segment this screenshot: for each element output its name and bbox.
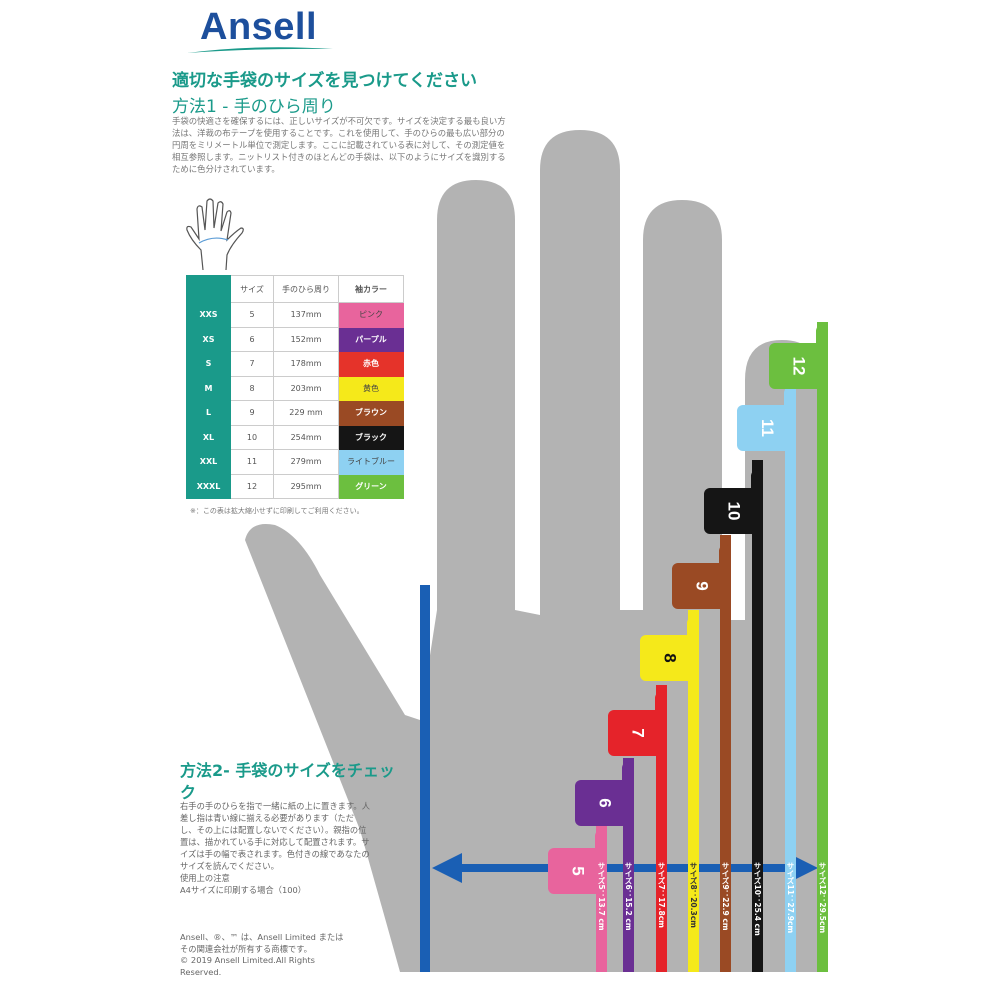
logo-swoosh <box>187 47 333 53</box>
size-bar-11 <box>785 385 796 972</box>
size-tab-number: 10 <box>724 501 744 521</box>
size-code: L <box>186 400 231 426</box>
page-title: 適切な手袋のサイズを見つけてください <box>172 71 477 91</box>
size-bar-label: サイズ12：29.5cm <box>818 862 827 934</box>
cuff-color: 黄色 <box>338 375 404 401</box>
size-code: XXL <box>186 449 231 475</box>
size-bar-9 <box>720 535 731 972</box>
size-bar-label: サイズ8：20.3cm <box>689 862 698 928</box>
tab-extension <box>719 545 731 567</box>
size-tab-number: 9 <box>692 581 712 591</box>
cuff-color: ライトブルー <box>338 449 404 475</box>
cuff-color: パープル <box>338 326 404 352</box>
size-number: 12 <box>230 473 274 499</box>
table-header-row: サイズ 手のひら周り 袖カラー <box>186 275 404 303</box>
method2-heading: 方法2- 手袋のサイズをチェック <box>180 761 395 802</box>
footer: Ansell、®、™ は、Ansell Limited またはその関連会社が所有… <box>180 932 350 978</box>
palm-circumference: 295mm <box>273 473 339 499</box>
method1-text: 手袋の快適さを確保するには、正しいサイズが不可欠です。サイズを決定する最も良い方… <box>172 116 506 174</box>
arrow-left-icon <box>432 853 462 883</box>
method1-heading: 方法1 - 手のひら周り <box>172 97 336 117</box>
cuff-color: ブラック <box>338 424 404 450</box>
tab-extension <box>816 325 828 347</box>
size-tab-10: 10 <box>704 488 763 534</box>
size-table: サイズ 手のひら周り 袖カラー XXS 5 137mm ピンク XS 6 152mm… <box>186 275 404 499</box>
size-bar-label: サイズ10：25.4 cm <box>753 862 762 936</box>
size-code: M <box>186 375 231 401</box>
size-bar-12 <box>817 322 828 972</box>
size-bar-7 <box>656 685 667 972</box>
size-bar-label: サイズ11：27.9cm <box>786 862 795 934</box>
size-tab-7: 7 <box>608 710 667 756</box>
size-code: XXS <box>186 302 231 328</box>
size-bar-label: サイズ7：17.8cm <box>657 862 666 928</box>
size-bar-6 <box>623 758 634 972</box>
table-note: ※：この表は拡大縮小せずに印刷してご利用ください。 <box>190 507 364 515</box>
cuff-color: ブラウン <box>338 400 404 426</box>
palm-circumference: 152mm <box>273 326 339 352</box>
cuff-color: 赤色 <box>338 351 404 377</box>
size-tab-9: 9 <box>672 563 731 609</box>
size-code: XL <box>186 424 231 450</box>
size-tab-number: 5 <box>568 866 588 876</box>
table-row: XXS 5 137mm ピンク <box>186 302 404 328</box>
table-row: XXL 11 279mm ライトブルー <box>186 449 404 475</box>
palm-circumference: 254mm <box>273 424 339 450</box>
palm-circumference: 203mm <box>273 375 339 401</box>
cuff-color: ピンク <box>338 302 404 328</box>
tab-extension <box>622 762 634 784</box>
caution-label: 使用上の注意 <box>180 873 230 883</box>
size-tab-8: 8 <box>640 635 699 681</box>
size-tab-number: 12 <box>789 356 809 376</box>
table-row: XS 6 152mm パープル <box>186 326 404 352</box>
cuff-color: グリーン <box>338 473 404 499</box>
index-guide-line <box>420 585 430 972</box>
size-code: XS <box>186 326 231 352</box>
tab-extension <box>784 387 796 409</box>
print-note: A4サイズに印刷する場合（100） <box>180 885 307 895</box>
trademark-text: Ansell、®、™ は、Ansell Limited またはその関連会社が所有… <box>180 932 344 954</box>
copyright-text: © 2019 Ansell Limited.All Rights Reserve… <box>180 955 315 977</box>
size-tab-number: 7 <box>628 728 648 738</box>
size-bar-label: サイズ9：22.9 cm <box>721 862 730 931</box>
size-tab-number: 8 <box>660 653 680 663</box>
size-tab-number: 6 <box>595 798 615 808</box>
size-bar-label: サイズ5：13.7 cm <box>597 862 606 931</box>
size-tab-6: 6 <box>575 780 634 826</box>
table-header-cell: 袖カラー <box>338 275 404 303</box>
size-bar-label: サイズ6：15.2 cm <box>624 862 633 931</box>
size-number: 6 <box>230 326 274 352</box>
table-row: XXXL 12 295mm グリーン <box>186 473 404 499</box>
size-bar-8 <box>688 610 699 972</box>
size-tab-5: 5 <box>548 848 607 894</box>
table-header-cell: サイズ <box>230 275 274 303</box>
size-tab-12: 12 <box>769 343 828 389</box>
size-tab-11: 11 <box>737 405 796 451</box>
size-number: 10 <box>230 424 274 450</box>
ansell-logo: Ansell <box>200 6 318 48</box>
size-bar-10 <box>752 460 763 972</box>
size-code: S <box>186 351 231 377</box>
method2-text: 右手の手のひらを指で一緒に紙の上に置きます。人差し指は青い線に揃える必要がありま… <box>180 800 370 896</box>
method2-instructions: 右手の手のひらを指で一緒に紙の上に置きます。人差し指は青い線に揃える必要がありま… <box>180 801 371 871</box>
tab-extension <box>751 470 763 492</box>
size-tab-number: 11 <box>757 419 777 437</box>
table-row: XL 10 254mm ブラック <box>186 424 404 450</box>
hand-outline-icon <box>186 198 244 271</box>
tab-extension <box>595 830 607 852</box>
tab-extension <box>687 617 699 639</box>
tab-extension <box>655 692 667 714</box>
